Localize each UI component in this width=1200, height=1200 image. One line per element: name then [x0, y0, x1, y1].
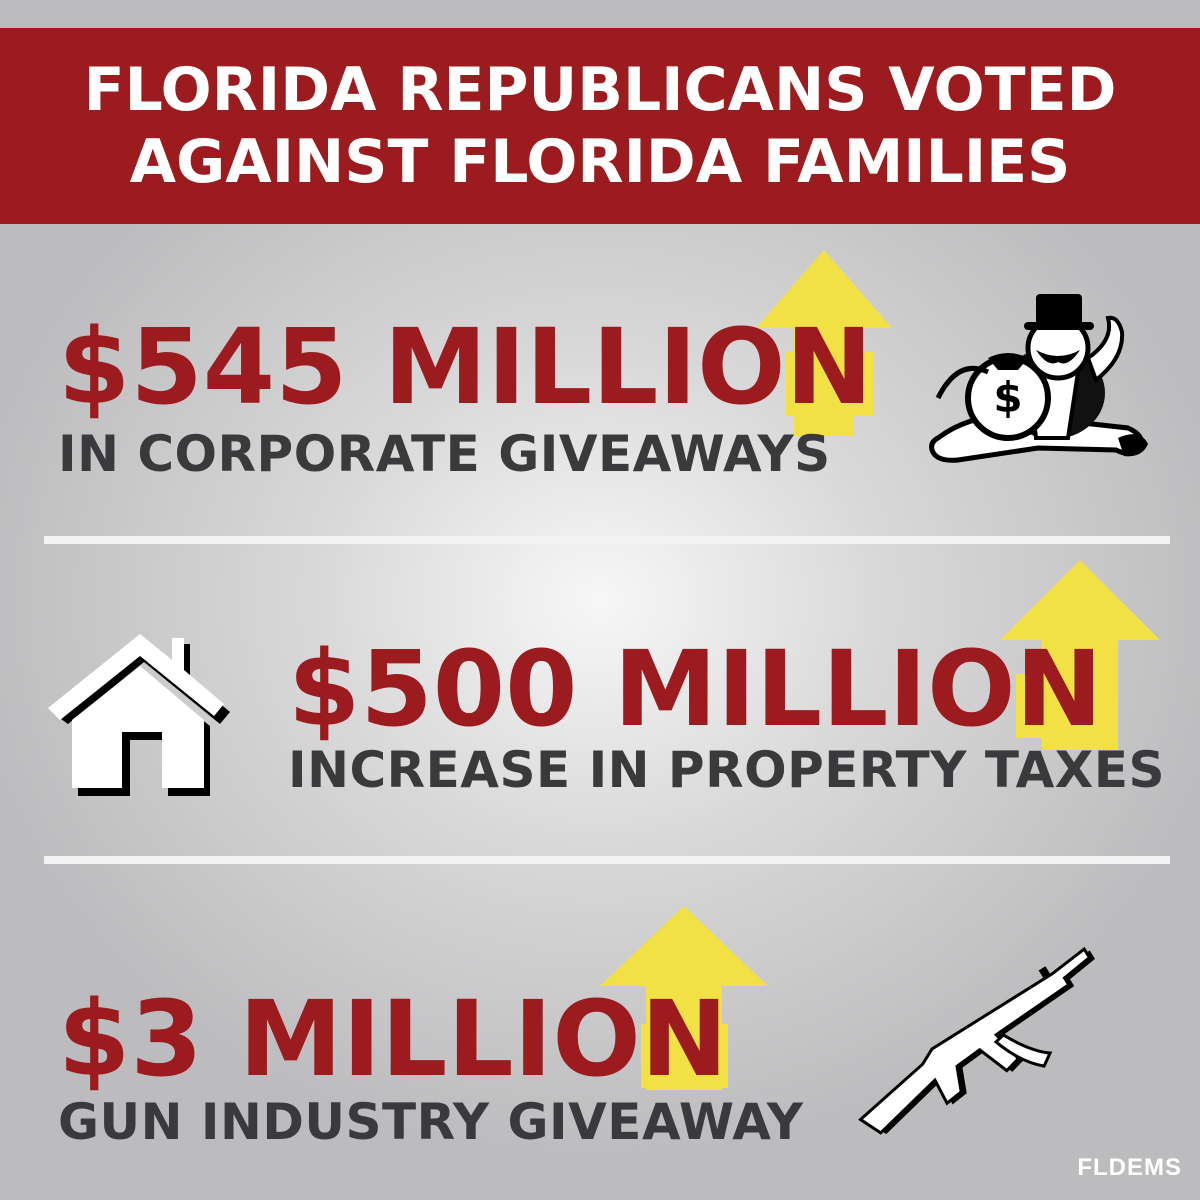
stat-amount: $545 MILLIO N — [58, 306, 873, 428]
stat-amount: $500 MILLIO N — [288, 628, 1103, 750]
fldems-logo: FLDEMS — [1077, 1154, 1182, 1181]
headline-line-2: AGAINST FLORIDA FAMILIES — [129, 127, 1071, 197]
up-arrow-icon — [600, 906, 768, 1090]
up-arrow-icon — [1000, 560, 1160, 750]
section-divider — [44, 536, 1170, 544]
stat-gun-industry: $3 MILLIO N GUN INDUSTRY GIVEAWAY — [58, 984, 803, 1150]
stat-corporate-giveaways: $545 MILLIO N IN CORPORATE GIVEAWAYS — [58, 312, 873, 482]
section-divider — [44, 856, 1170, 864]
up-arrow-icon — [756, 250, 892, 436]
svg-text:$: $ — [993, 373, 1022, 422]
stat-description: GUN INDUSTRY GIVEAWAY — [58, 1093, 804, 1151]
monopoly-man-icon: $ — [929, 294, 1148, 463]
stat-description: IN CORPORATE GIVEAWAYS — [58, 425, 831, 483]
house-icon — [48, 634, 230, 796]
stat-property-taxes: $500 MILLIO N INCREASE IN PROPERTY TAXES — [288, 634, 1165, 798]
headline-line-1: FLORIDA REPUBLICANS VOTED — [83, 55, 1117, 125]
headline-banner: FLORIDA REPUBLICANS VOTED AGAINST FLORID… — [0, 28, 1200, 224]
stat-amount: $3 MILLIO N — [58, 978, 728, 1100]
stat-description: INCREASE IN PROPERTY TAXES — [288, 741, 1165, 799]
rifle-icon — [858, 946, 1096, 1135]
